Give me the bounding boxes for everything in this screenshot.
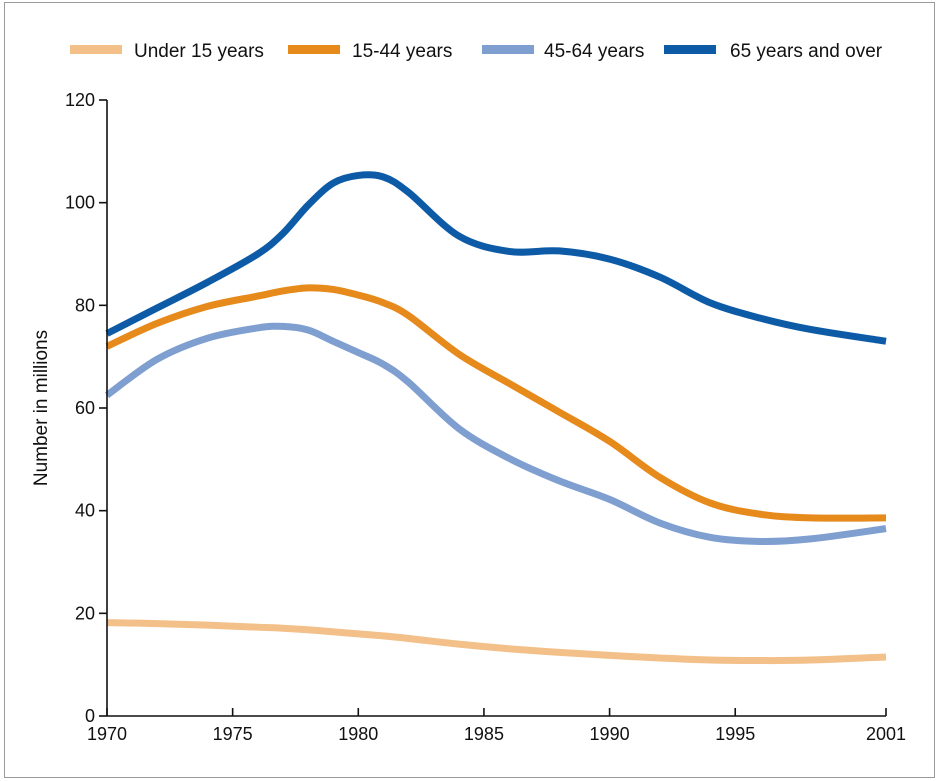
series-line-3 [104, 322, 887, 546]
x-tick-label: 1970 [87, 724, 127, 744]
axes: 0 20 40 60 80 100 120 1970 1975 1980 1985 1990 1995 2… [65, 90, 906, 744]
x-tick-label: 1985 [464, 724, 504, 744]
series-line-2 [105, 284, 887, 522]
legend-swatch-3 [482, 45, 534, 54]
legend-label-2: 15-44 years [352, 41, 452, 62]
y-tick-label: 80 [75, 295, 95, 315]
y-tick-label: 60 [75, 398, 95, 418]
y-tick-label: 0 [85, 706, 95, 726]
legend: Under 15 years 15-44 years 45-64 years 65 y… [70, 41, 883, 62]
y-tick-label: 20 [75, 603, 95, 623]
legend-swatch-2 [288, 45, 340, 54]
y-tick-label: 100 [65, 193, 95, 213]
legend-swatch-1 [70, 45, 122, 54]
x-tick-label: 1995 [715, 724, 755, 744]
y-tick-label: 40 [75, 501, 95, 521]
series-line-4 [105, 171, 887, 345]
x-tick-label: 1980 [338, 724, 378, 744]
series-layer [104, 171, 887, 665]
legend-label-1: Under 15 years [134, 41, 264, 62]
legend-label-4: 65 years and over [730, 41, 883, 62]
y-axis-title: Number in millions [31, 330, 52, 486]
series-line-1 [106, 619, 887, 665]
x-tick-label: 2001 [866, 724, 906, 744]
x-tick-label: 1975 [213, 724, 253, 744]
legend-swatch-4 [664, 45, 716, 54]
legend-label-3: 45-64 years [544, 41, 644, 62]
x-tick-label: 1990 [590, 724, 630, 744]
y-tick-label: 120 [65, 90, 95, 110]
